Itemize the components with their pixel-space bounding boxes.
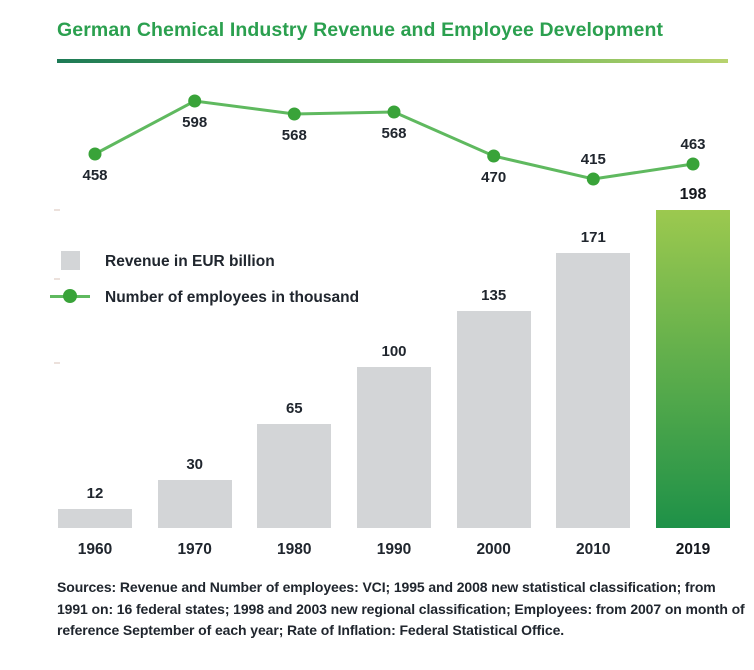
employees-point-dot bbox=[487, 149, 501, 163]
year-axis-label: 1990 bbox=[376, 541, 412, 558]
revenue-value-label: 100 bbox=[381, 343, 407, 361]
employees-point-dot bbox=[686, 157, 700, 171]
year-axis-label: 1980 bbox=[277, 541, 312, 558]
axis-tick bbox=[54, 362, 60, 364]
employees-value-label: 598 bbox=[182, 114, 207, 131]
revenue-bar-1980 bbox=[257, 423, 332, 528]
legend-dot-icon bbox=[63, 289, 77, 303]
revenue-value-label: 12 bbox=[86, 484, 104, 502]
sources-note: Sources: Revenue and Number of employees… bbox=[57, 579, 745, 638]
employees-point-dot bbox=[287, 107, 301, 121]
title-rule-gradient bbox=[57, 59, 728, 63]
employees-point-dot bbox=[586, 172, 600, 186]
revenue-legend-label: Revenue in EUR billion bbox=[105, 253, 275, 270]
axis-tick bbox=[54, 278, 60, 280]
revenue-bar-2010 bbox=[556, 253, 631, 528]
employees-value-label: 458 bbox=[82, 167, 107, 184]
employees-value-label: 568 bbox=[282, 127, 307, 144]
year-axis-label: 1970 bbox=[177, 541, 212, 558]
chart-title: German Chemical Industry Revenue and Emp… bbox=[57, 19, 664, 41]
employees-point-dot bbox=[88, 147, 102, 161]
employees-line bbox=[94, 99, 694, 181]
year-axis-label: 2010 bbox=[576, 541, 611, 558]
employees-value-label: 568 bbox=[381, 125, 406, 142]
employees-value-label: 470 bbox=[481, 169, 506, 186]
revenue-bar-1970 bbox=[157, 479, 232, 528]
employees-point-dot bbox=[387, 105, 401, 119]
year-axis-label: 2000 bbox=[476, 541, 511, 558]
axis-tick bbox=[54, 209, 60, 211]
employees-point-dot bbox=[188, 94, 202, 108]
revenue-bar-1990 bbox=[357, 367, 431, 528]
employees-legend-marker-icon bbox=[50, 289, 90, 303]
revenue-value-label: 30 bbox=[186, 455, 204, 473]
employees-legend-label: Number of employees in thousand bbox=[105, 289, 360, 306]
revenue-bar-2019 bbox=[656, 210, 730, 528]
revenue-value-label: 65 bbox=[285, 399, 303, 417]
employees-value-label: 463 bbox=[680, 136, 705, 153]
year-axis-label: 1960 bbox=[77, 541, 113, 558]
revenue-bar-2000 bbox=[456, 311, 531, 528]
revenue-value-label: 135 bbox=[481, 287, 507, 305]
year-axis-label: 2019 bbox=[675, 541, 711, 558]
revenue-value-label: 171 bbox=[580, 229, 606, 247]
revenue-bar-1960 bbox=[58, 508, 132, 528]
revenue-value-label: 198 bbox=[679, 186, 707, 203]
revenue-legend-swatch bbox=[61, 251, 80, 270]
employees-value-label: 415 bbox=[581, 151, 606, 168]
